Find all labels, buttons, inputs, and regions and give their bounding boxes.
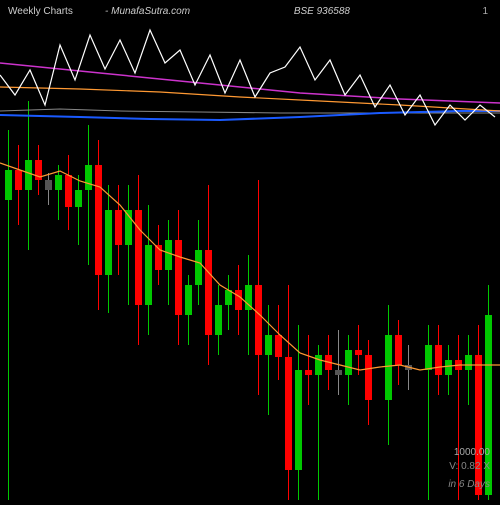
volume-label: V: 0.82 X (449, 461, 490, 472)
chart-svg (0, 25, 500, 500)
price-label: 1000.00 (454, 447, 490, 458)
candlestick-chart[interactable] (0, 25, 500, 500)
chart-source: - MunafaSutra.com (105, 6, 190, 17)
chart-header: Weekly Charts - MunafaSutra.com BSE 9365… (0, 6, 500, 26)
chart-title: Weekly Charts (8, 6, 73, 17)
chart-page-num: 1 (482, 6, 488, 17)
days-label: in 6 Days (448, 479, 490, 490)
chart-ticker: BSE 936588 (294, 6, 350, 17)
